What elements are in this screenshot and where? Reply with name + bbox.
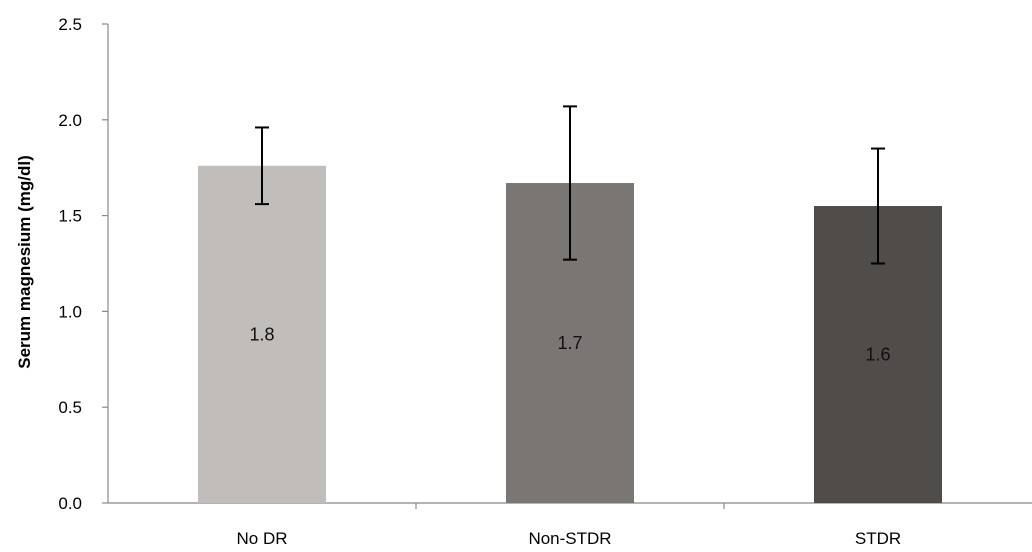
bar bbox=[198, 165, 326, 503]
y-tick-label: 1.5 bbox=[58, 207, 82, 226]
data-label: 1.6 bbox=[865, 345, 890, 365]
category-label: No DR bbox=[236, 529, 287, 548]
y-tick-label: 2.0 bbox=[58, 111, 82, 130]
y-tick-label: 1.0 bbox=[58, 302, 82, 321]
category-label: STDR bbox=[855, 529, 901, 548]
y-tick-label: 0.5 bbox=[58, 398, 82, 417]
data-label: 1.8 bbox=[249, 324, 274, 344]
y-tick-label: 0.0 bbox=[58, 494, 82, 513]
y-axis-title: Serum magnesium (mg/dl) bbox=[15, 155, 34, 368]
category-label: Non-STDR bbox=[528, 529, 611, 548]
y-tick-label: 2.5 bbox=[58, 15, 82, 34]
data-label: 1.7 bbox=[557, 333, 582, 353]
